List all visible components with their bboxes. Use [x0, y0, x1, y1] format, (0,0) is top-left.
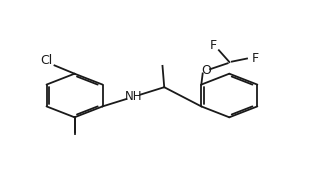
Text: F: F — [252, 52, 259, 65]
Text: Cl: Cl — [40, 54, 52, 67]
Text: NH: NH — [124, 90, 142, 103]
Text: O: O — [201, 64, 211, 77]
Text: F: F — [210, 40, 217, 53]
